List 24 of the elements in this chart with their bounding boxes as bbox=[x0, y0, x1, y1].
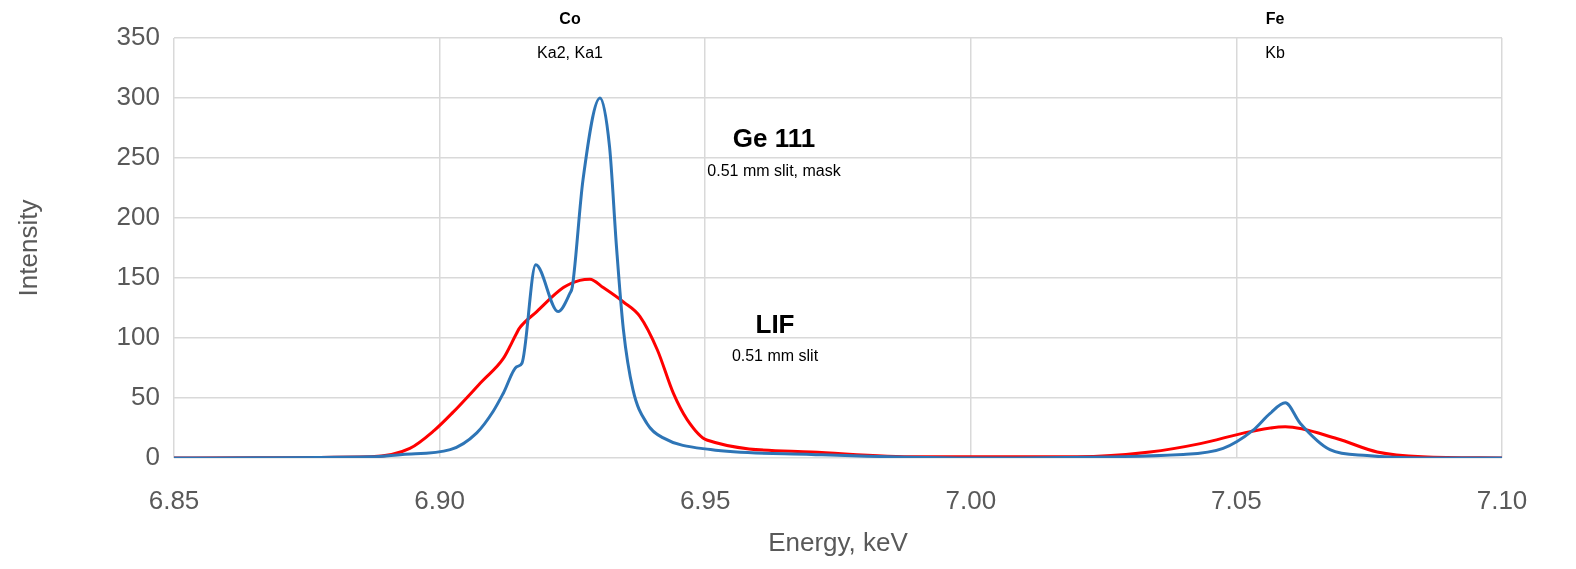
x-tick-label: 6.90 bbox=[414, 484, 465, 515]
x-tick-label: 7.05 bbox=[1211, 484, 1262, 515]
y-tick-label: 350 bbox=[116, 21, 160, 52]
x-tick-label: 7.10 bbox=[1476, 484, 1528, 515]
x-axis-title: Energy, keV bbox=[768, 526, 909, 557]
annotation: 0.51 mm slit, mask bbox=[707, 162, 842, 180]
y-tick-label: 100 bbox=[116, 321, 160, 352]
text: Co bbox=[559, 10, 581, 28]
x-tick-label: 7.00 bbox=[945, 484, 997, 515]
y-tick-label: 0 bbox=[145, 441, 160, 472]
y-tick-label: 200 bbox=[116, 201, 160, 232]
annotation: LIF bbox=[755, 309, 795, 340]
annotation: 0.51 mm slit bbox=[731, 347, 819, 365]
x-tick-label: 6.85 bbox=[148, 484, 200, 515]
annotation: Ka2, Ka1 bbox=[537, 44, 604, 62]
y-tick-label: 300 bbox=[116, 81, 160, 112]
annotation: Kb bbox=[1265, 44, 1285, 62]
y-tick-label: 250 bbox=[116, 141, 160, 172]
annotation: Ge 111 bbox=[732, 123, 816, 154]
y-tick-label: 150 bbox=[116, 261, 160, 292]
x-tick-label: 6.95 bbox=[679, 484, 731, 515]
y-axis-title: Intensity bbox=[12, 199, 43, 297]
y-tick-label: 50 bbox=[131, 381, 160, 412]
text: Fe bbox=[1265, 10, 1285, 28]
